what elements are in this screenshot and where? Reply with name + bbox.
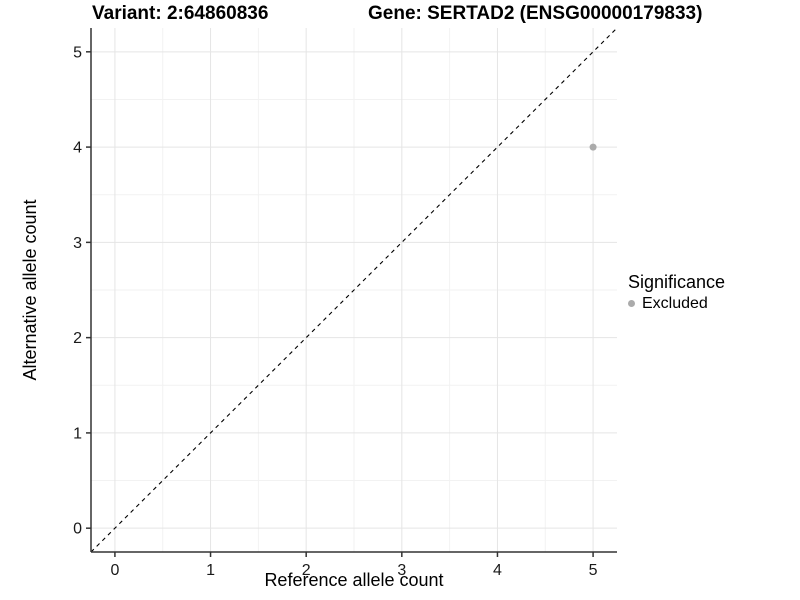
x-tick-label: 4 [493, 562, 502, 579]
y-tick-label: 4 [73, 140, 82, 157]
x-tick-label: 0 [110, 562, 119, 579]
legend: Significance Excluded [628, 272, 725, 312]
identity-dashed-line [90, 27, 618, 553]
legend-item-label: Excluded [642, 295, 708, 312]
x-tick-label: 3 [397, 562, 406, 579]
gridlines-major [91, 28, 617, 552]
excluded-point-icon [628, 300, 635, 307]
x-tick-label: 1 [206, 562, 215, 579]
gene-title: Gene: SERTAD2 (ENSG00000179833) [368, 3, 703, 24]
data-points [589, 143, 597, 151]
x-tick-label: 5 [589, 562, 598, 579]
legend-title: Significance [628, 272, 726, 292]
x-tick-labels: 0 1 2 3 4 5 [110, 562, 597, 579]
legend-item-excluded: Excluded [628, 295, 725, 312]
data-point-excluded [589, 143, 597, 151]
x-tick-label: 2 [302, 562, 311, 579]
y-tick-label: 2 [73, 330, 82, 347]
x-axis-title: Reference allele count [264, 570, 444, 590]
y-tick-label: 0 [73, 521, 82, 538]
y-axis-title: Alternative allele count [20, 199, 40, 381]
y-tick-label: 1 [73, 425, 82, 442]
gridlines-minor [91, 28, 617, 552]
y-tick-labels: 0 1 2 3 4 5 [73, 44, 82, 537]
y-tick-label: 5 [73, 44, 82, 61]
y-tick-label: 3 [73, 235, 82, 252]
variant-title: Variant: 2:64860836 [92, 3, 269, 24]
axis-tick-marks [86, 51, 594, 557]
axis-lines [90, 28, 617, 553]
